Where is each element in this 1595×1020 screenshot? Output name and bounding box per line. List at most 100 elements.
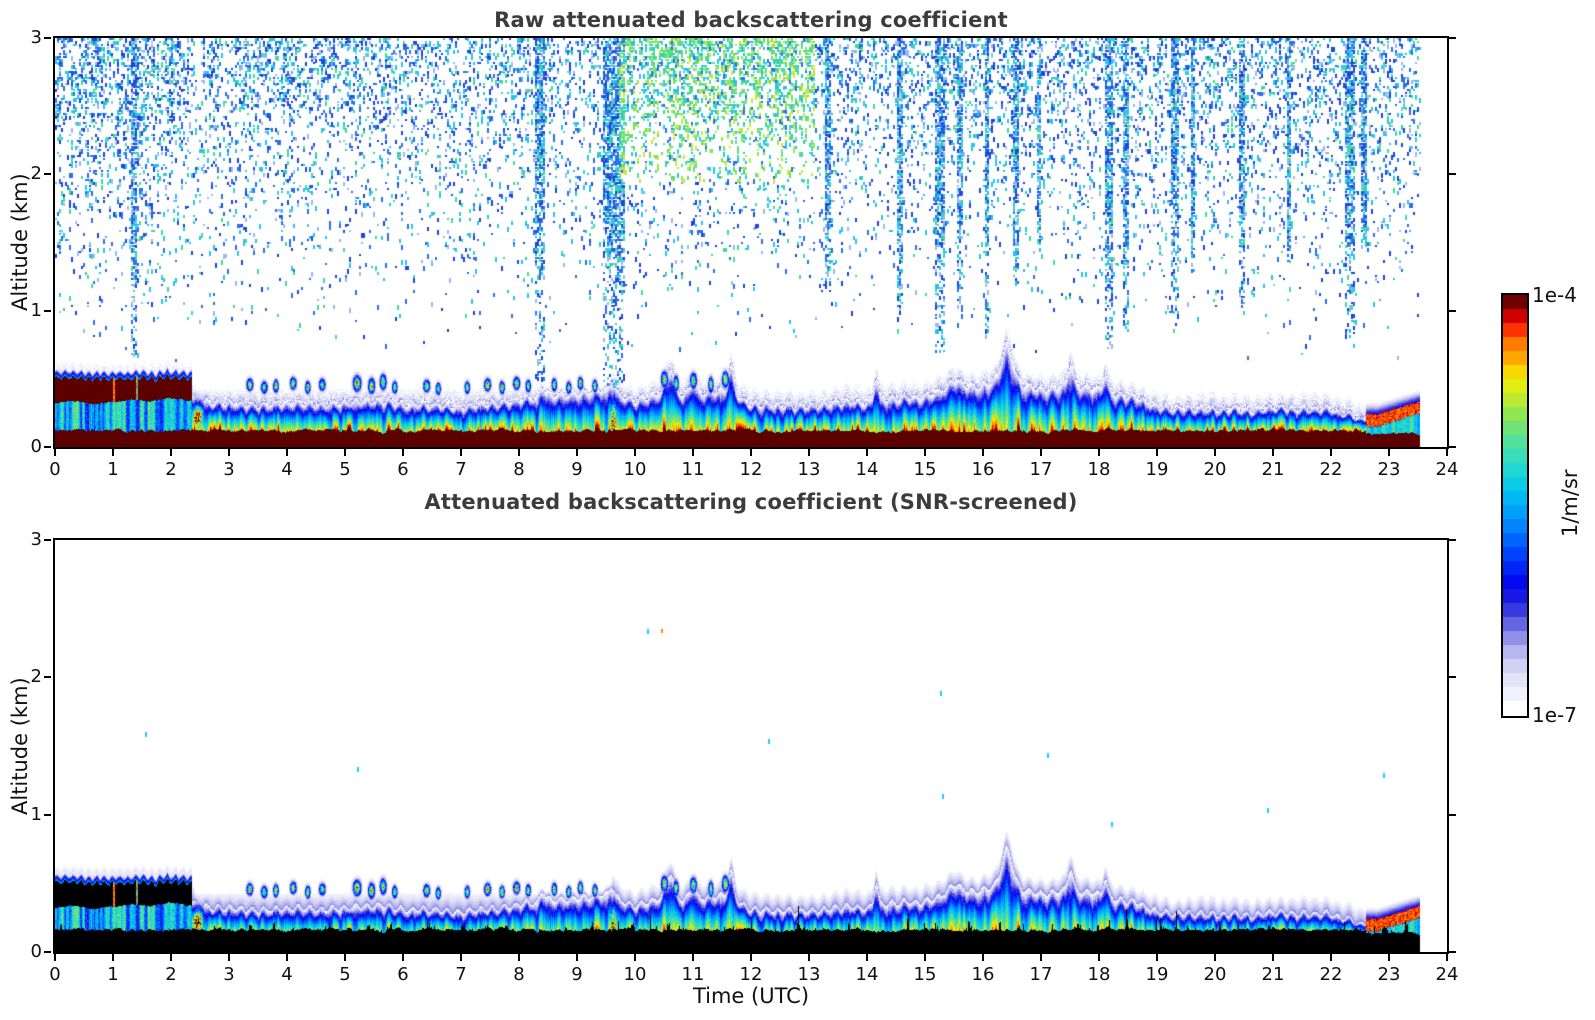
x-tick	[518, 449, 520, 456]
y-tick-label: 0	[30, 436, 42, 457]
x-tick-label: 20	[1203, 459, 1227, 480]
raw-panel-ylabel: Altitude (km)	[8, 173, 32, 312]
y-tick-right	[1449, 37, 1456, 39]
x-tick	[750, 954, 752, 961]
x-tick-label: 10	[623, 459, 647, 480]
x-tick-label: 5	[339, 459, 351, 480]
x-tick	[1330, 449, 1332, 456]
x-tick-label: 18	[1087, 964, 1111, 985]
colorbar	[1501, 293, 1529, 718]
x-tick-label: 12	[739, 459, 763, 480]
x-tick	[982, 954, 984, 961]
x-tick	[692, 449, 694, 456]
x-tick	[170, 954, 172, 961]
y-tick-label: 2	[30, 163, 42, 185]
x-tick	[750, 449, 752, 456]
x-tick	[1388, 954, 1390, 961]
x-tick-label: 21	[1261, 459, 1285, 480]
y-tick	[44, 446, 51, 448]
y-tick-right	[1449, 309, 1456, 312]
x-tick	[808, 954, 810, 961]
screened-heatmap-canvas	[55, 540, 1447, 952]
x-tick	[808, 449, 810, 456]
x-tick	[1040, 449, 1042, 456]
x-tick	[402, 449, 404, 456]
x-tick-label: 21	[1261, 964, 1285, 985]
y-tick-right	[1449, 951, 1456, 953]
x-tick-label: 6	[397, 459, 409, 480]
x-tick	[54, 449, 56, 456]
x-tick-label: 14	[855, 964, 879, 985]
screened-panel-ylabel: Altitude (km)	[8, 677, 32, 815]
x-tick-label: 2	[165, 964, 177, 985]
x-tick	[518, 954, 520, 961]
x-tick	[112, 449, 114, 456]
y-tick	[44, 813, 51, 816]
y-tick-right	[1449, 173, 1456, 176]
x-tick-label: 23	[1377, 459, 1401, 480]
y-tick-label: 0	[30, 941, 42, 962]
colorbar-unit-label: 1/m/sr	[1558, 469, 1582, 538]
x-tick-label: 15	[913, 459, 937, 480]
x-tick	[866, 954, 868, 961]
x-tick	[1446, 449, 1448, 456]
raw-panel-title: Raw attenuated backscattering coefficien…	[494, 8, 1008, 32]
y-tick	[44, 173, 51, 176]
x-tick-label: 6	[397, 964, 409, 985]
x-tick-label: 4	[281, 964, 293, 985]
y-tick-label: 2	[30, 666, 42, 688]
x-tick-label: 24	[1435, 459, 1459, 480]
colorbar-max-label: 1e-4	[1532, 283, 1577, 307]
x-tick	[1272, 449, 1274, 456]
x-tick-label: 17	[1029, 459, 1053, 480]
raw-panel-plot-area	[53, 36, 1449, 449]
x-tick-label: 12	[739, 964, 763, 985]
x-tick	[576, 449, 578, 456]
x-tick	[286, 954, 288, 961]
x-tick	[1446, 954, 1448, 961]
colorbar-min-label: 1e-7	[1532, 703, 1577, 727]
y-tick	[44, 951, 51, 953]
x-tick	[112, 954, 114, 961]
x-tick-label: 2	[165, 459, 177, 480]
x-tick-label: 5	[339, 964, 351, 985]
x-tick	[228, 954, 230, 961]
screened-panel-plot-area	[53, 538, 1449, 954]
x-tick-label: 8	[513, 459, 525, 480]
x-tick-label: 4	[281, 459, 293, 480]
x-tick	[576, 954, 578, 961]
colorbar-canvas	[1503, 295, 1527, 716]
x-tick	[1156, 954, 1158, 961]
x-tick-label: 9	[571, 964, 583, 985]
x-tick-label: 9	[571, 459, 583, 480]
y-tick-label: 1	[30, 299, 42, 321]
x-tick-label: 16	[971, 964, 995, 985]
x-tick-label: 24	[1435, 964, 1459, 985]
y-tick	[44, 539, 51, 541]
raw-heatmap-canvas	[55, 38, 1447, 447]
x-tick-label: 19	[1145, 964, 1169, 985]
y-tick	[44, 309, 51, 312]
x-tick	[286, 449, 288, 456]
y-tick-label: 3	[30, 529, 42, 550]
x-tick	[228, 449, 230, 456]
x-tick	[344, 954, 346, 961]
x-tick	[460, 954, 462, 961]
x-tick	[344, 449, 346, 456]
x-tick-label: 22	[1319, 964, 1343, 985]
x-tick	[634, 449, 636, 456]
x-tick	[1214, 954, 1216, 961]
y-tick-right	[1449, 446, 1456, 448]
x-tick-label: 0	[49, 459, 61, 480]
x-tick-label: 15	[913, 964, 937, 985]
x-tick	[1214, 449, 1216, 456]
y-tick-label: 1	[30, 803, 42, 825]
y-tick-right	[1449, 813, 1456, 816]
y-tick	[44, 676, 51, 679]
x-tick	[924, 449, 926, 456]
x-tick-label: 14	[855, 459, 879, 480]
y-tick-right	[1449, 676, 1456, 679]
x-tick	[1330, 954, 1332, 961]
x-tick	[1098, 954, 1100, 961]
